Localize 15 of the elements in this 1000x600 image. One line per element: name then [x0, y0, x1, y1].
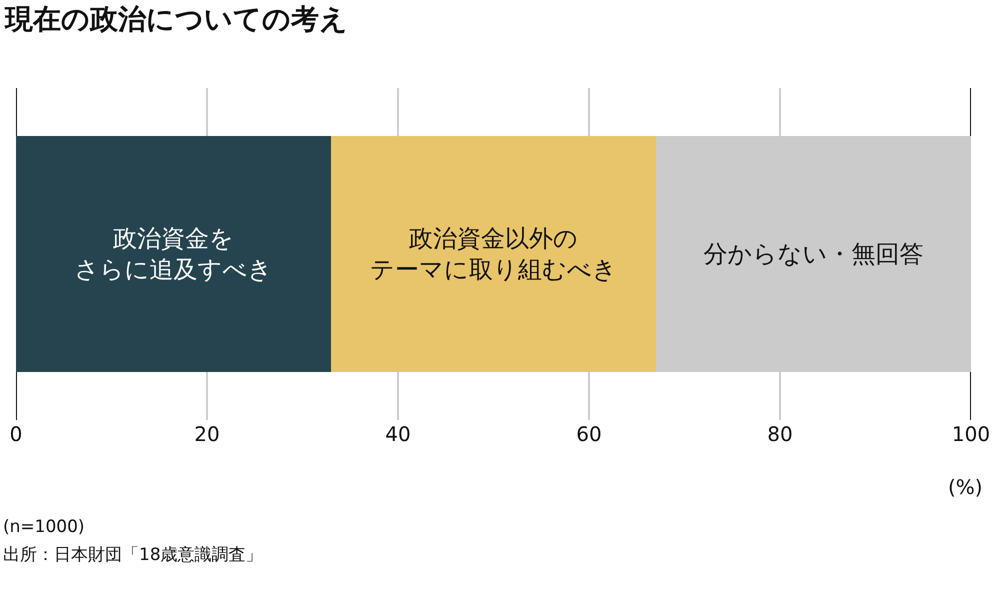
series-label: 政治資金をさらに追及すべき [74, 224, 273, 284]
bar [331, 136, 656, 372]
series-label: 政治資金以外のテーマに取り組むべき [370, 224, 617, 284]
x-tick-label: 100 [952, 422, 990, 446]
chart-title: 現在の政治についての考え [4, 2, 348, 36]
x-tick-label: 60 [576, 422, 602, 446]
x-tick-label: 20 [194, 422, 220, 446]
x-tick-label: 80 [767, 422, 793, 446]
x-axis-title: (%) [948, 475, 983, 499]
text: 出所：日本財団「18歳意識調査」 [3, 545, 263, 565]
x-tick-label: 40 [385, 422, 411, 446]
text: (n=1000) [3, 517, 85, 537]
series-label: 分からない・無回答 [703, 240, 924, 268]
x-tick-label: 0 [10, 422, 22, 446]
bar [16, 136, 332, 372]
